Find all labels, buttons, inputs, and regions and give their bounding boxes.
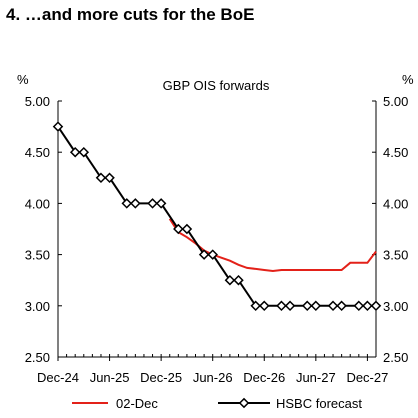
x-tick-label: Jun-27 bbox=[296, 370, 336, 385]
y-tick-label-left: 2.50 bbox=[25, 350, 50, 365]
x-tick-label: Jun-26 bbox=[193, 370, 233, 385]
forecast-point bbox=[284, 300, 296, 312]
forecast-point bbox=[250, 300, 261, 312]
forecast-point bbox=[362, 300, 373, 312]
forecast-point bbox=[259, 300, 270, 312]
y-tick-label-left: 3.00 bbox=[25, 299, 50, 314]
forecast-point bbox=[276, 300, 287, 312]
y-tick-label-left: 4.00 bbox=[25, 196, 50, 211]
y-tick-label-right: 2.50 bbox=[383, 350, 408, 365]
forecast-point bbox=[95, 172, 107, 184]
forecast-point bbox=[301, 300, 313, 312]
y-tick-label-left: 3.50 bbox=[25, 248, 50, 263]
y-tick-label-left: 4.50 bbox=[25, 145, 50, 160]
forecast-point bbox=[147, 198, 158, 209]
forecast-point bbox=[336, 300, 347, 312]
forecast-point bbox=[370, 300, 382, 312]
forecast-point bbox=[78, 146, 90, 158]
legend-label-hsbc-forecast: HSBC forecast bbox=[276, 396, 362, 411]
y-tick-label-right: 5.00 bbox=[383, 94, 408, 109]
forecast-point bbox=[173, 223, 184, 235]
forecast-point bbox=[69, 146, 81, 158]
series-line-hsbc-forecast bbox=[57, 126, 376, 307]
forecast-point bbox=[207, 249, 218, 260]
forecast-point bbox=[121, 198, 133, 209]
legend-label-02-dec: 02-Dec bbox=[116, 396, 158, 411]
series-layer bbox=[52, 121, 382, 312]
x-tick-label: Dec-26 bbox=[243, 370, 285, 385]
forecast-point bbox=[233, 274, 244, 286]
x-tick-label: Dec-27 bbox=[346, 370, 388, 385]
forecast-point bbox=[224, 274, 236, 286]
forecast-point bbox=[104, 172, 115, 184]
legend-marker-hsbc-forecast bbox=[238, 397, 250, 409]
forecast-point bbox=[353, 300, 365, 312]
axes bbox=[57, 100, 377, 361]
x-tick-label: Dec-25 bbox=[140, 370, 182, 385]
forecast-point bbox=[310, 300, 322, 312]
series-line-02-dec bbox=[168, 218, 377, 273]
forecast-point bbox=[198, 249, 210, 260]
x-tick-label: Dec-24 bbox=[37, 370, 79, 385]
forecast-point bbox=[155, 198, 167, 209]
x-tick-label: Jun-25 bbox=[90, 370, 130, 385]
chart-heading: 4. …and more cuts for the BoE bbox=[6, 5, 255, 24]
y-tick-label-right: 4.50 bbox=[383, 145, 408, 160]
y-axis-unit-left: % bbox=[17, 72, 29, 87]
forecast-point bbox=[327, 300, 339, 312]
forecast-point bbox=[130, 198, 141, 209]
y-axis-unit-right: % bbox=[402, 72, 414, 87]
y-tick-label-right: 3.50 bbox=[383, 248, 408, 263]
y-tick-label-right: 3.00 bbox=[383, 299, 408, 314]
forecast-point bbox=[52, 121, 64, 132]
forecast-point bbox=[181, 223, 193, 235]
tick-labels: 2.50 2.50 3.00 3.00 3.50 3.50 4.00 4.00 4.50 4.50… bbox=[25, 94, 409, 385]
legend: 02-Dec HSBC forecast bbox=[72, 396, 362, 411]
chart-title: GBP OIS forwards bbox=[163, 78, 270, 93]
y-tick-label-left: 5.00 bbox=[25, 94, 50, 109]
y-tick-label-right: 4.00 bbox=[383, 196, 408, 211]
